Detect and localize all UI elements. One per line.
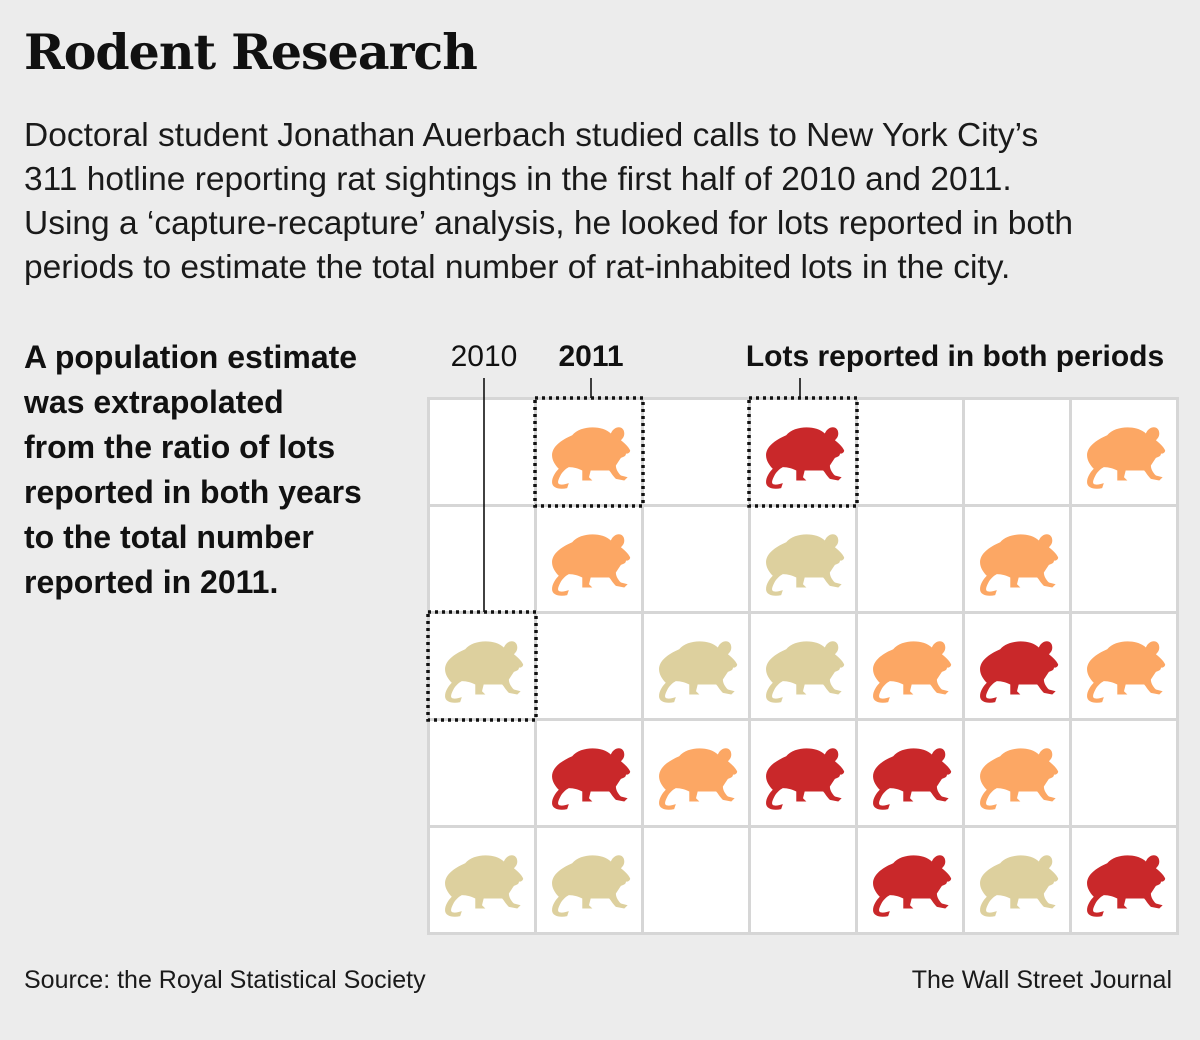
intro-text: Doctoral student Jonathan Auerbach studi… [24,114,1184,290]
intro-line: 311 hotline reporting rat sightings in t… [24,161,1012,198]
sidenote-line: was extrapolated [24,384,284,420]
callout-box-2011 [533,396,645,508]
sidenote-line: from the ratio of lots [24,429,336,465]
grid-cell [644,828,748,932]
legend-label-2010: 2010 [451,340,518,373]
intro-line: Using a ‘capture-recapture’ analysis, he… [24,205,1074,242]
sidenote-line: reported in 2011. [24,564,279,600]
intro-line: periods to estimate the total number of … [24,249,1011,286]
sidenote-line: A population estimate [24,339,358,375]
grid-cell [430,400,534,504]
grid-cell [644,400,748,504]
grid-cell [858,400,962,504]
grid-cell [430,507,534,611]
publisher-credit: The Wall Street Journal [911,966,1172,994]
grid-cell [644,507,748,611]
grid-cell [1072,721,1176,825]
callout-box-both [747,396,859,508]
grid-cell [1072,507,1176,611]
intro-line: Doctoral student Jonathan Auerbach studi… [24,117,1039,154]
sidenote-line: reported in both years [24,474,362,510]
grid-cell [965,400,1069,504]
grid-cell [537,614,641,718]
source-note: Source: the Royal Statistical Society [24,966,426,994]
legend-label-both: Lots reported in both periods [746,340,1164,373]
grid-cell [430,721,534,825]
sidenote-text: A population estimate was extrapolated f… [24,335,404,605]
legend-label-2011: 2011 [558,340,623,373]
sidenote-line: to the total number [24,519,314,555]
grid-cell [751,828,855,932]
grid-cell [858,507,962,611]
callout-box-2010 [426,610,538,722]
chart-title: Rodent Research [24,23,478,81]
